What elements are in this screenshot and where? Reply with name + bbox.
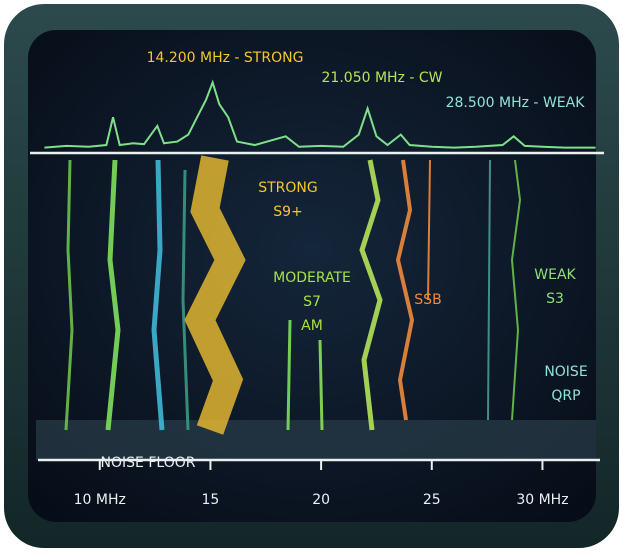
waterfall-label: S9+	[273, 204, 303, 220]
waterfall-label: S3	[546, 291, 564, 307]
peak-annotation: 21.050 MHz - CW	[322, 70, 443, 86]
waterfall-label: S7	[303, 294, 321, 310]
waterfall-label: WEAK	[534, 267, 576, 283]
x-tick-label: 20	[312, 492, 330, 508]
waterfall-label: AM	[301, 318, 323, 334]
waterfall-label: NOISE	[544, 364, 587, 380]
waterfall-label: QRP	[551, 388, 580, 404]
waterfall-label: NOISE FLOOR	[101, 455, 196, 471]
x-tick-label: 15	[202, 492, 220, 508]
x-tick-label: 30 MHz	[516, 492, 568, 508]
waterfall-label: SSB	[414, 292, 441, 308]
waterfall-label: STRONG	[258, 180, 318, 196]
noise-floor-band	[36, 420, 596, 460]
x-tick-label: 10 MHz	[74, 492, 126, 508]
crt-display: 10 MHz 15 20 25 30 MHz 14.200 MHz - STRONG 21.…	[0, 0, 623, 552]
x-tick-label: 25	[423, 492, 441, 508]
peak-annotation: 14.200 MHz - STRONG	[147, 50, 304, 66]
peak-annotation: 28.500 MHz - WEAK	[446, 95, 586, 111]
waterfall-label: MODERATE	[273, 270, 351, 286]
